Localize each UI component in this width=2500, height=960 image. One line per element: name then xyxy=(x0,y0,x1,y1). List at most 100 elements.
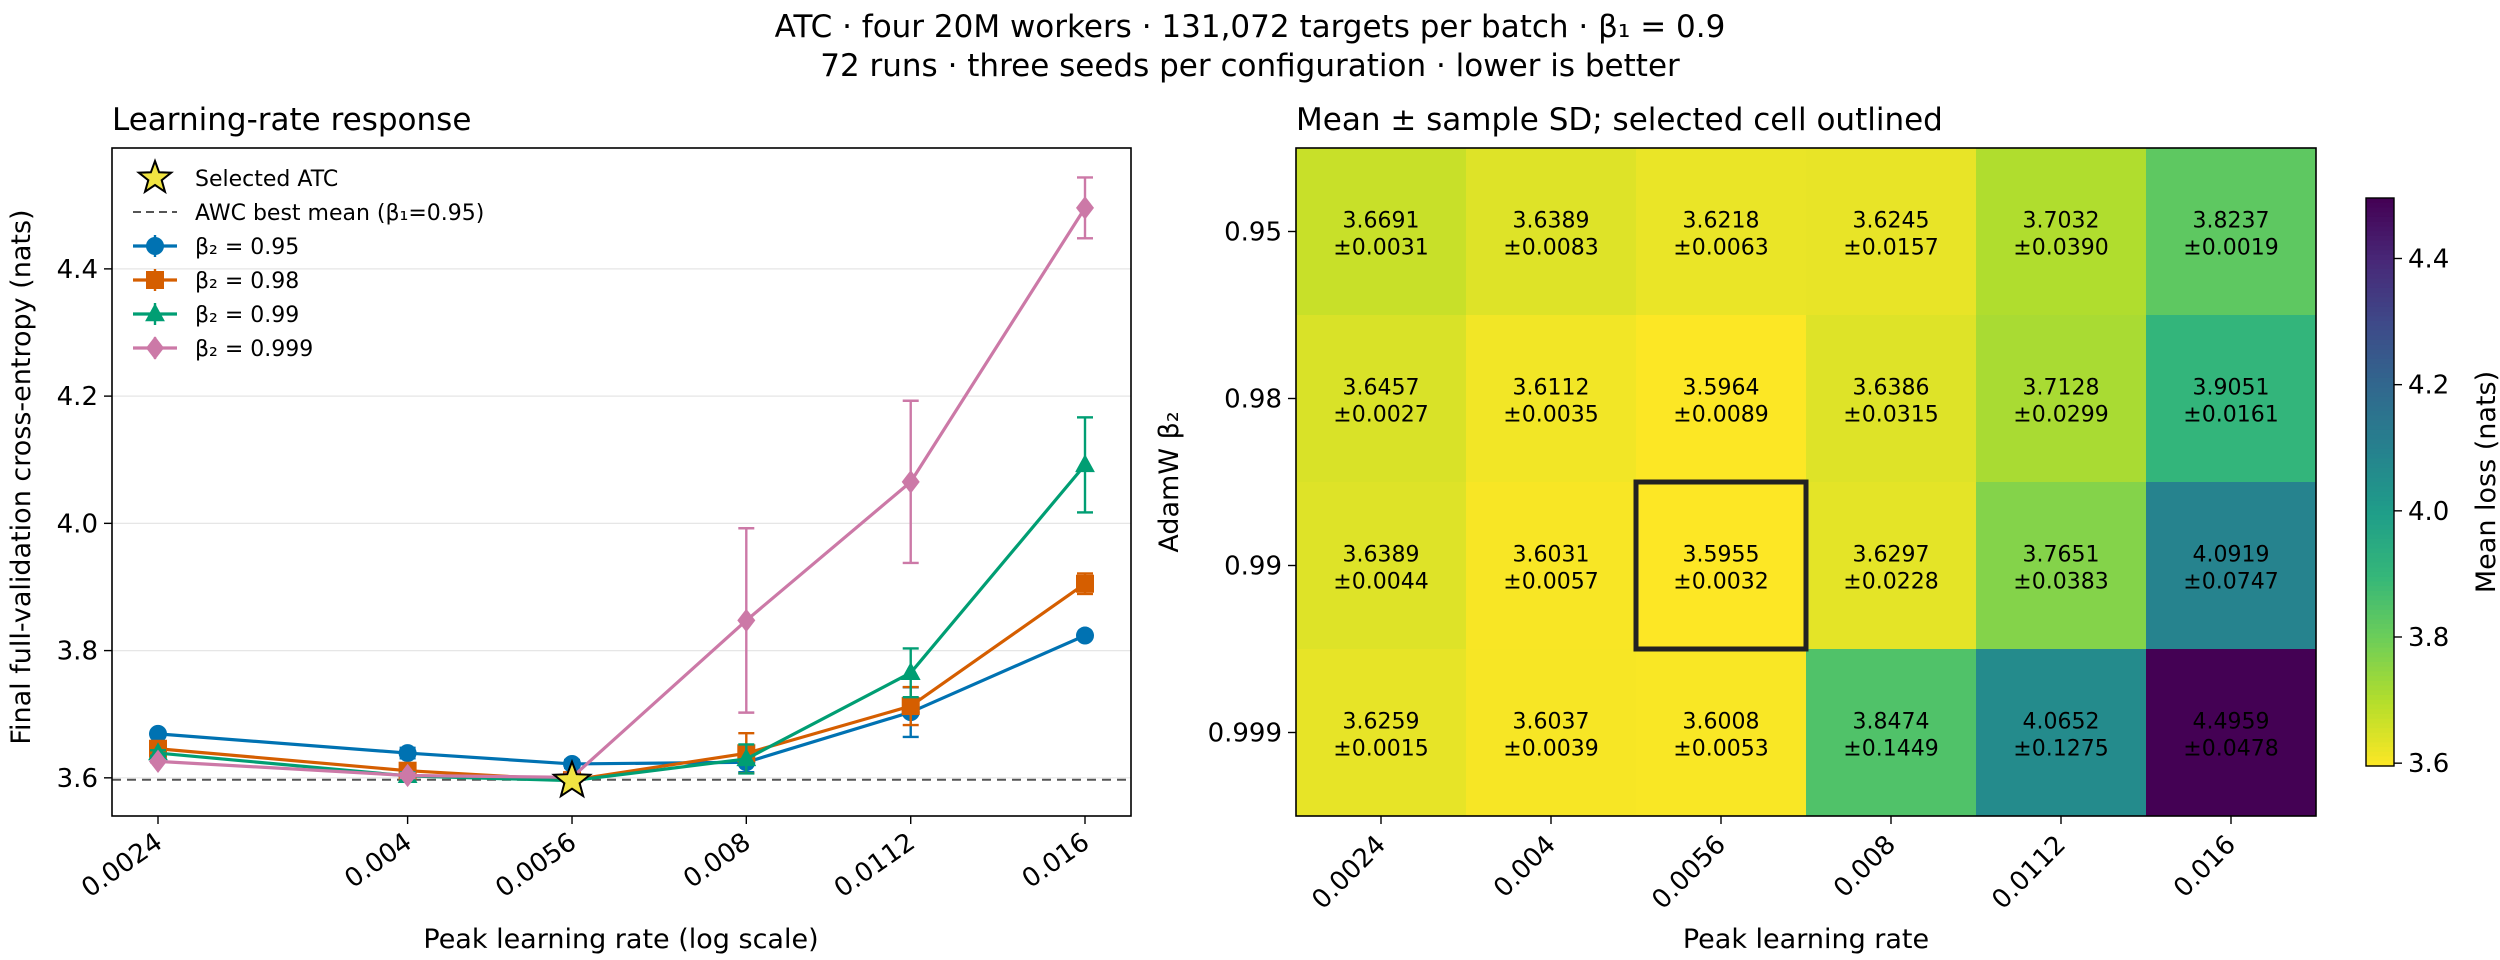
colorbar-segment xyxy=(2366,543,2394,549)
heatmap-cell: 3.7128±0.0299 xyxy=(1976,315,2147,483)
colorbar-segment xyxy=(2366,510,2394,516)
legend-label: β₂ = 0.999 xyxy=(195,337,313,362)
colorbar-segment xyxy=(2366,704,2394,710)
colorbar-segment xyxy=(2366,713,2394,720)
colorbar-segment xyxy=(2366,344,2394,351)
colorbar-segment xyxy=(2366,633,2394,639)
heatmap-cell-fill xyxy=(1976,148,2147,316)
heatmap-cell-sd: ±0.0063 xyxy=(1673,236,1768,261)
colorbar-segment xyxy=(2366,581,2394,587)
line-chart-legend: Selected ATC AWC best mean (β₁=0.95) β₂ = … xyxy=(133,158,484,362)
colorbar-segment xyxy=(2366,292,2394,298)
selected-cell-outline xyxy=(1633,479,1809,652)
colorbar-segment xyxy=(2366,647,2394,653)
colorbar-segment xyxy=(2366,278,2394,284)
colorbar-segment xyxy=(2366,235,2394,242)
heatmap-x-tick-label: 0.0112 xyxy=(1986,830,2072,916)
heatmap-cell-fill xyxy=(1296,649,1467,817)
heatmap-colorbar: 3.6 3.8 4.0 4.2 4.4 xyxy=(2365,197,2449,779)
colorbar-segment xyxy=(2366,605,2394,611)
colorbar-segment xyxy=(2366,325,2394,332)
legend-marker xyxy=(146,271,164,289)
colorbar-segment xyxy=(2366,519,2394,526)
colorbar-segment xyxy=(2366,231,2394,237)
line-chart-x-ticks: 0.0024 0.004 0.0056 0.008 0.0112 0.016 xyxy=(76,816,1095,904)
colorbar-segment xyxy=(2366,406,2394,412)
colorbar-tick-label: 3.8 xyxy=(2408,623,2449,653)
heatmap-cell-mean: 3.5955 xyxy=(1683,543,1760,568)
colorbar-segment xyxy=(2366,628,2394,635)
legend-label: β₂ = 0.99 xyxy=(195,303,299,328)
heatmap-cell-mean: 3.6691 xyxy=(1343,209,1420,234)
heatmap-cells: 3.6691±0.00313.6389±0.00833.6218±0.00633… xyxy=(1296,148,2317,817)
colorbar-segment xyxy=(2366,571,2394,578)
colorbar-segment xyxy=(2366,401,2394,407)
colorbar-segment xyxy=(2366,254,2394,261)
colorbar-segment xyxy=(2366,349,2394,355)
colorbar-segment xyxy=(2366,216,2394,223)
heatmap-cell-mean: 3.6259 xyxy=(1343,710,1420,735)
colorbar-segment xyxy=(2366,439,2394,445)
heatmap-cell-mean: 3.6457 xyxy=(1343,376,1420,401)
heatmap-cell: 4.0919±0.0747 xyxy=(2146,482,2317,650)
colorbar-segment xyxy=(2366,576,2394,582)
colorbar-segment xyxy=(2366,642,2394,649)
data-point xyxy=(1076,574,1094,593)
heatmap-cell-mean: 3.5964 xyxy=(1683,376,1760,401)
heatmap-cell-mean: 3.9051 xyxy=(2193,376,2270,401)
colorbar-segment xyxy=(2366,316,2394,322)
heatmap-cell: 3.7651±0.0383 xyxy=(1976,482,2147,650)
colorbar-segment xyxy=(2366,330,2394,336)
heatmap-cell-sd: ±0.0390 xyxy=(2013,236,2108,261)
heatmap-cell-mean: 3.8237 xyxy=(2193,209,2270,234)
legend-marker xyxy=(146,237,164,255)
colorbar-segment xyxy=(2366,444,2394,450)
colorbar-segment xyxy=(2366,245,2394,251)
colorbar-segment xyxy=(2366,429,2394,436)
heatmap-cell-sd: ±0.0161 xyxy=(2183,403,2278,428)
colorbar-segment xyxy=(2366,387,2394,393)
colorbar-tick-label: 4.2 xyxy=(2408,371,2449,401)
colorbar-segment xyxy=(2366,732,2394,739)
y-tick-label: 3.8 xyxy=(57,637,98,667)
heatmap-cell-sd: ±0.0747 xyxy=(2183,570,2278,595)
heatmap-cell-fill xyxy=(1976,315,2147,483)
heatmap-cell: 3.6691±0.0031 xyxy=(1296,148,1467,316)
heatmap-y-tick-label: 0.999 xyxy=(1208,719,1282,749)
heatmap-cell: 3.6218±0.0063 xyxy=(1636,148,1807,316)
colorbar-segment xyxy=(2366,638,2394,644)
colorbar-segment xyxy=(2366,500,2394,507)
line-chart-ylabel: Final full-validation cross-entropy (nat… xyxy=(6,209,37,744)
x-tick-label: 0.0024 xyxy=(76,827,168,904)
heatmap-cell: 3.5955±0.0032 xyxy=(1636,482,1807,650)
colorbar-segment xyxy=(2366,614,2394,620)
colorbar-segment xyxy=(2366,586,2394,592)
colorbar-segment xyxy=(2366,198,2394,204)
colorbar-segment xyxy=(2366,420,2394,426)
colorbar-segment xyxy=(2366,728,2394,734)
colorbar-segment xyxy=(2366,534,2394,540)
colorbar-segment xyxy=(2366,373,2394,379)
series-group xyxy=(149,626,1094,774)
colorbar-segment xyxy=(2366,737,2394,743)
line-chart-xlabel: Peak learning rate (log scale) xyxy=(423,924,818,955)
figure-title-line1: ATC · four 20M workers · 131,072 targets… xyxy=(775,9,1726,45)
heatmap-cell-fill xyxy=(1296,482,1467,650)
heatmap-cell-fill xyxy=(1806,148,1977,316)
colorbar-segment xyxy=(2366,340,2394,346)
y-tick-label: 3.6 xyxy=(57,764,98,794)
colorbar-segment xyxy=(2366,538,2394,545)
colorbar-segment xyxy=(2366,685,2394,691)
series-line xyxy=(157,634,1086,766)
heatmap-x-tick-label: 0.008 xyxy=(1828,830,1902,904)
colorbar-segment xyxy=(2366,557,2394,564)
heatmap-cell-sd: ±0.0039 xyxy=(1503,737,1598,762)
heatmap-cell-sd: ±0.0089 xyxy=(1673,403,1768,428)
series-line xyxy=(157,582,1086,782)
heatmap-x-tick-label: 0.004 xyxy=(1488,830,1562,904)
colorbar-segment xyxy=(2366,240,2394,246)
colorbar-segment xyxy=(2366,269,2394,275)
data-point xyxy=(1076,626,1094,645)
heatmap-cell-fill xyxy=(1296,148,1467,316)
heatmap-cell: 3.8474±0.1449 xyxy=(1806,649,1977,817)
